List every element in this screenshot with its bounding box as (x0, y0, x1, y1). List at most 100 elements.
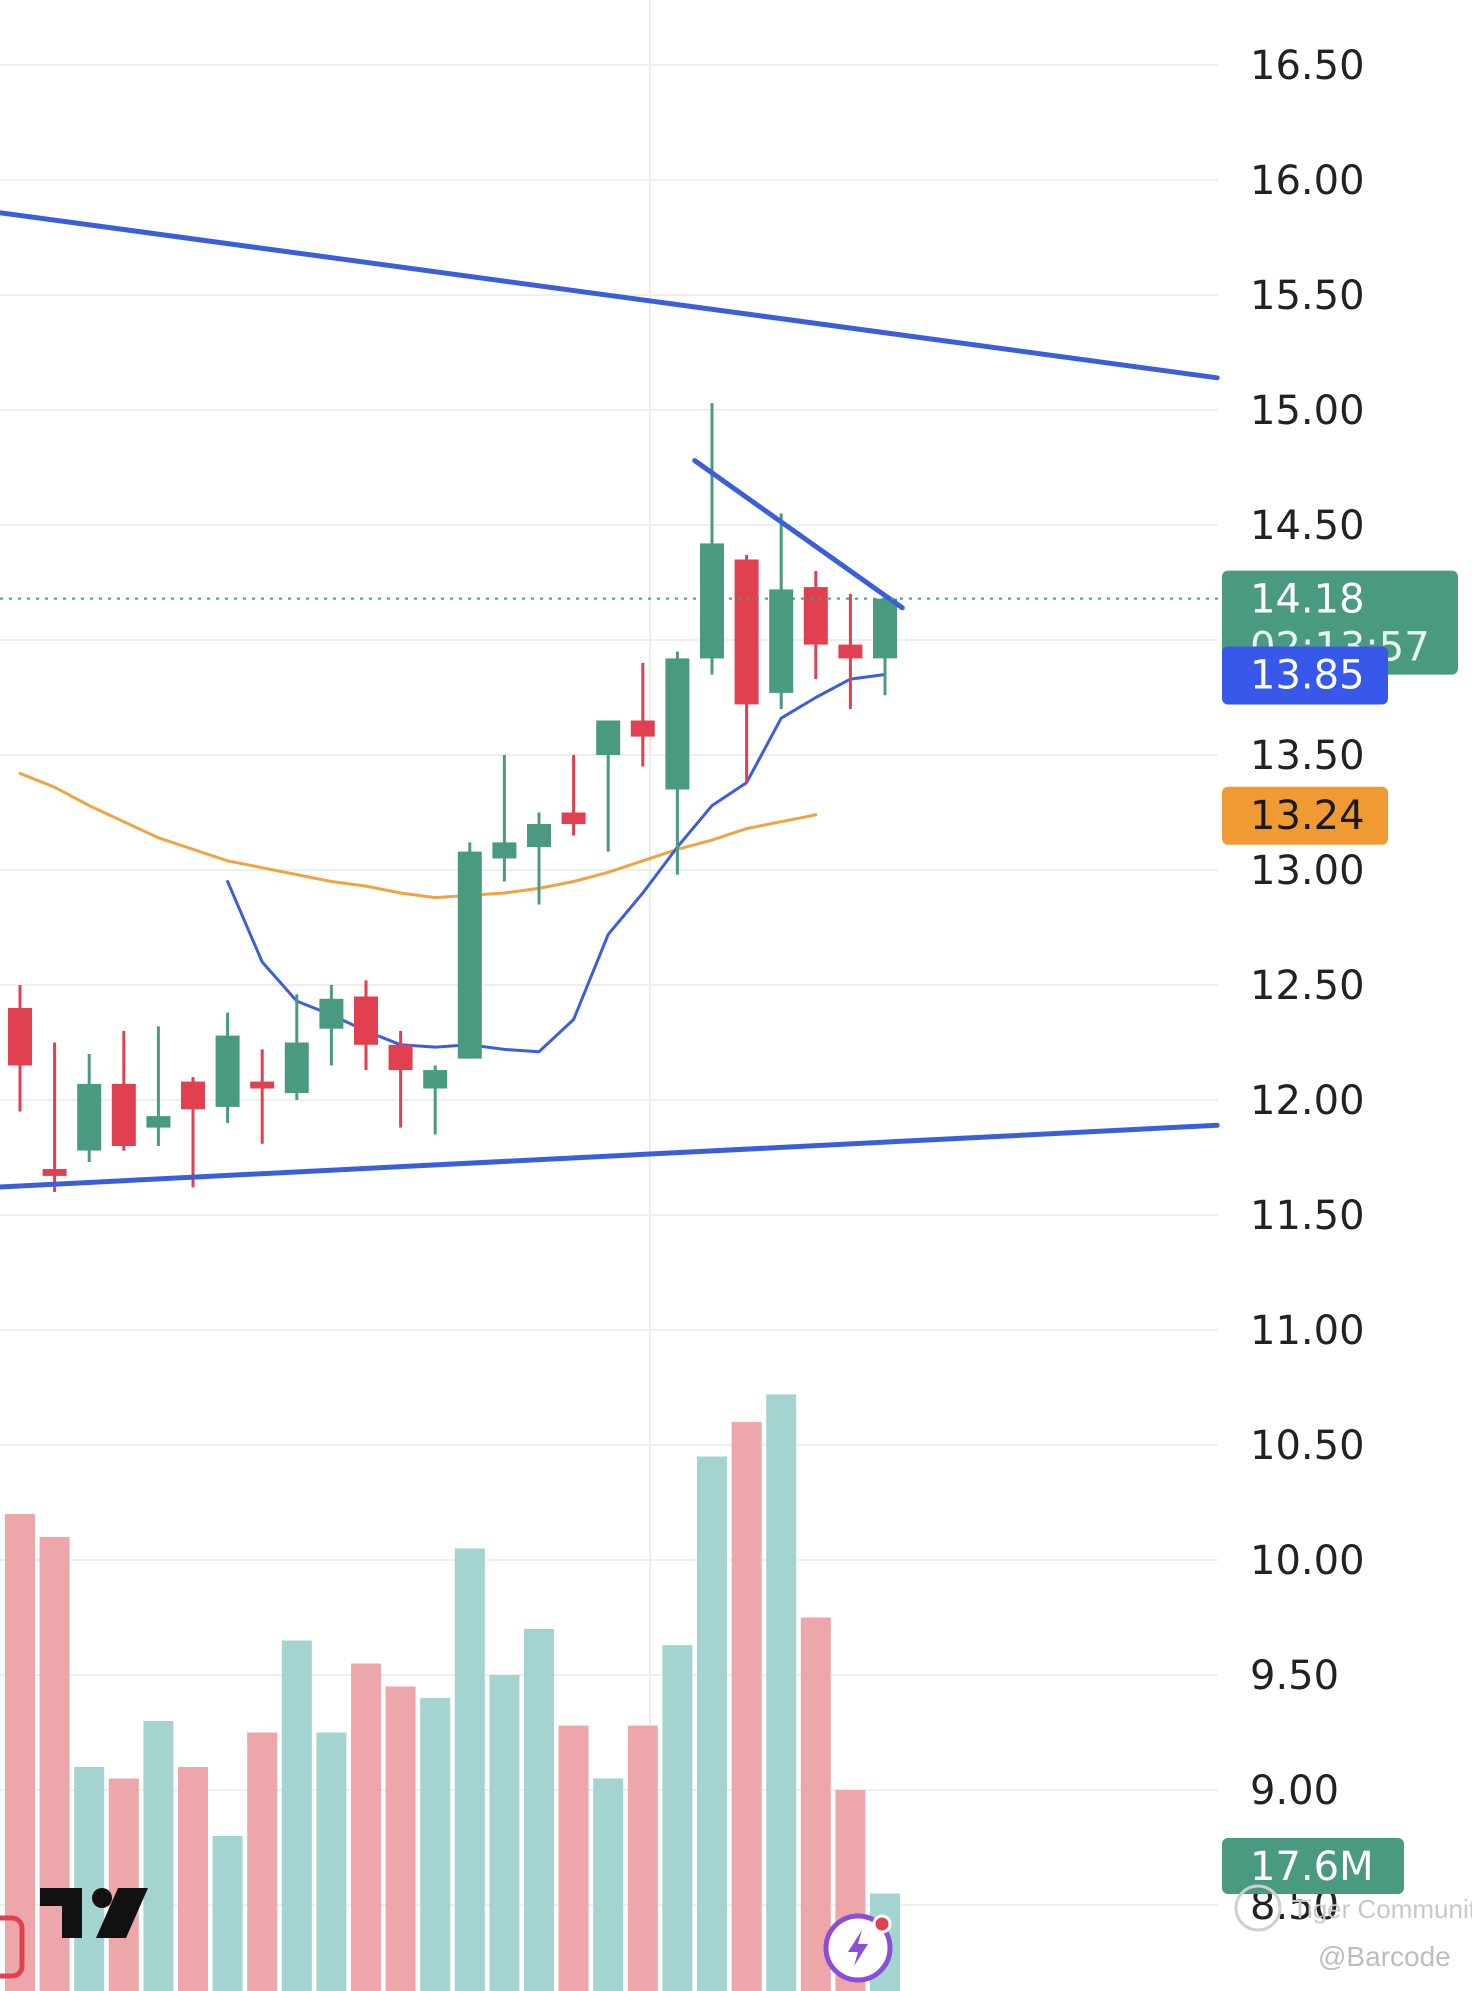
price-tick-label: 12.50 (1250, 963, 1365, 1009)
candles (8, 403, 897, 1192)
candle (111, 1031, 136, 1151)
ma-slow-label: 13.24 (1250, 793, 1365, 839)
price-tick-label: 13.00 (1250, 848, 1365, 894)
price-tick-label: 11.50 (1250, 1193, 1365, 1239)
logo-part (92, 1888, 112, 1908)
candle-body (700, 543, 724, 659)
candle (423, 1065, 448, 1135)
watermark-handle: @Barcode (1318, 1941, 1451, 1972)
notification-dot (872, 1914, 892, 1934)
trendline-lower-channel (0, 1122, 1220, 1190)
price-tick-label: 14.50 (1250, 503, 1365, 549)
candle (250, 1049, 275, 1144)
last-price-label: 14.18 (1250, 577, 1365, 623)
candle-body (354, 996, 378, 1045)
volume-bars (5, 1394, 900, 1991)
grid (0, 64, 1218, 1906)
watermark-icon (1234, 1884, 1282, 1932)
candle (527, 812, 551, 905)
volume-bar (558, 1725, 589, 1991)
price-tick-label: 10.50 (1250, 1423, 1365, 1469)
logo-part (96, 1888, 148, 1938)
candle (181, 1077, 205, 1188)
candle-body (734, 559, 759, 705)
watermark-brand: Tiger Community (1292, 1894, 1472, 1924)
volume-bar (627, 1725, 658, 1991)
candle-body (181, 1081, 205, 1110)
volume-bar (5, 1514, 35, 1991)
candle (319, 985, 344, 1066)
volume-bar (108, 1778, 139, 1991)
volume-bar (281, 1640, 312, 1991)
price-tick-label: 15.00 (1250, 388, 1365, 434)
ma-fast-line (226, 673, 887, 1054)
candle (734, 554, 759, 783)
candle-body (250, 1081, 275, 1089)
price-axis: 16.50 16.00 15.50 15.00 14.50 13.50 13.00 12.50… (1250, 43, 1365, 1929)
candle-body (457, 851, 482, 1059)
candle-body (146, 1116, 171, 1128)
lightning-icon (823, 1913, 893, 1983)
candle (803, 571, 828, 680)
volume-bar (351, 1663, 381, 1991)
volume-bar (593, 1778, 624, 1991)
watermark: Tiger Community @Barcode (1234, 1884, 1472, 1972)
candle-body (284, 1042, 309, 1094)
volume-bar (662, 1645, 693, 1991)
candle-body (803, 587, 828, 645)
candle (215, 1012, 240, 1123)
volume-bar (316, 1732, 347, 1991)
candle (838, 594, 863, 709)
candle-body (42, 1169, 67, 1176)
clipped-icon (0, 1915, 25, 1979)
candle (561, 755, 586, 836)
candle-body (838, 644, 863, 659)
logo-part (40, 1888, 82, 1938)
volume-badge (1222, 1838, 1404, 1894)
volume-bar (800, 1617, 831, 1991)
volume-bar (178, 1767, 208, 1991)
ma-fast-label: 13.85 (1250, 653, 1365, 699)
volume-bar (143, 1721, 174, 1991)
price-tick-label: 15.50 (1250, 273, 1365, 319)
candle (492, 755, 517, 882)
candle (77, 1054, 102, 1163)
tradingview-logo (40, 1888, 148, 1938)
candle-body (111, 1083, 136, 1146)
price-tick-label: 16.50 (1250, 43, 1365, 89)
price-tick-label: 13.50 (1250, 733, 1365, 779)
candle-body (873, 598, 897, 659)
ma-fast-path (226, 673, 887, 1054)
volume-bar (247, 1732, 278, 1991)
ma-slow-path (18, 771, 818, 900)
candle (354, 980, 378, 1071)
candle-body (561, 812, 586, 824)
price-tick-label: 10.00 (1250, 1538, 1365, 1584)
overlay: Tiger Community @Barcode (0, 1884, 1472, 1983)
candle-body (423, 1070, 448, 1089)
price-tick-label: 9.50 (1250, 1653, 1339, 1699)
volume-bar (420, 1698, 451, 1991)
volume-label: 17.6M (1250, 1844, 1374, 1890)
candle (284, 994, 309, 1100)
volume-bar (524, 1629, 554, 1991)
candle-body (8, 1008, 32, 1066)
volume-bar (766, 1394, 797, 1991)
volume-bar (74, 1767, 105, 1991)
ma-slow-badge (1222, 786, 1388, 845)
candle (388, 1031, 413, 1128)
volume-bar (697, 1456, 727, 1991)
candle-body (388, 1044, 413, 1071)
trendlines (0, 210, 1220, 1190)
volume-bar (489, 1675, 520, 1991)
candle-body (492, 842, 517, 859)
candle (146, 1026, 171, 1146)
candle-body (769, 589, 794, 693)
candle-body (527, 824, 551, 847)
candle-body (630, 720, 655, 737)
volume-bar (385, 1686, 416, 1991)
ma-slow-line (18, 771, 818, 900)
